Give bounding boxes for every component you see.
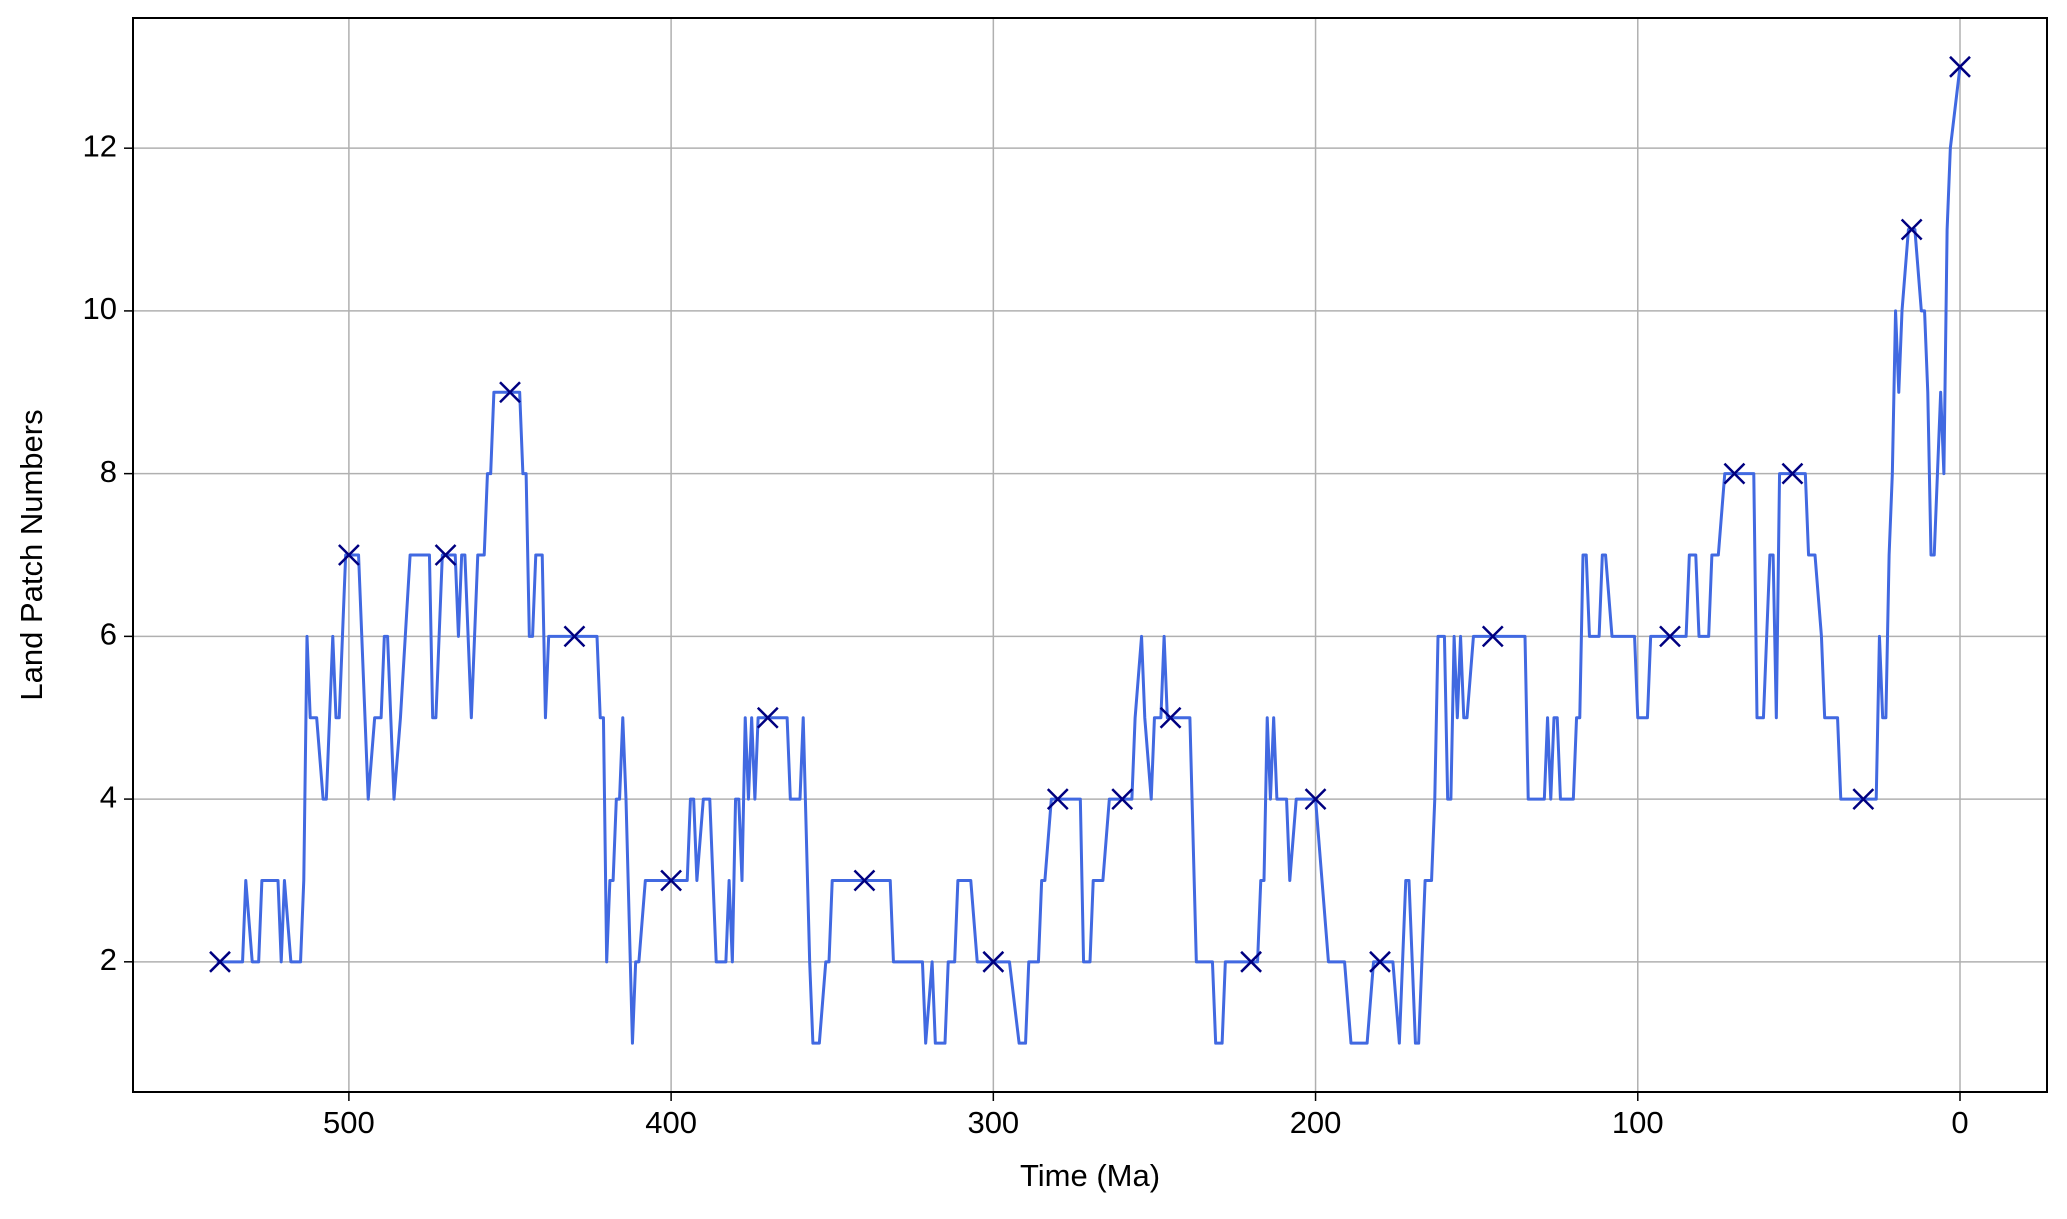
x-tick-label: 500 — [323, 1105, 375, 1140]
x-marker — [209, 950, 231, 973]
x-marker — [982, 950, 1005, 973]
y-tick-label: 12 — [83, 128, 117, 163]
x-marker — [1159, 706, 1182, 729]
x-tick-label: 300 — [967, 1105, 1019, 1140]
x-marker — [499, 381, 521, 404]
x-marker — [1111, 788, 1134, 810]
x-marker — [1659, 625, 1681, 648]
x-marker — [1369, 950, 1391, 973]
x-marker — [338, 544, 360, 566]
x-marker — [1949, 55, 1971, 78]
x-marker — [1046, 788, 1069, 810]
y-axis-label: Land Patch Numbers — [14, 409, 49, 700]
y-tick-label: 8 — [100, 454, 117, 489]
x-tick-label: 200 — [1290, 1105, 1342, 1140]
x-marker — [853, 869, 876, 892]
x-tick-label: 400 — [645, 1105, 697, 1140]
x-marker — [1900, 218, 1923, 241]
x-marker — [1240, 950, 1262, 973]
y-tick-label: 10 — [83, 291, 117, 326]
plot-frame — [132, 17, 2048, 1093]
x-tick-label: 0 — [1951, 1105, 1968, 1140]
y-tick-label: 2 — [100, 942, 117, 977]
x-marker — [1481, 625, 1504, 648]
x-marker — [1304, 788, 1327, 810]
data-line — [216, 66, 1962, 1045]
x-marker — [1723, 462, 1746, 485]
y-tick-label: 4 — [100, 779, 117, 814]
x-marker — [1852, 788, 1875, 810]
x-marker — [1781, 462, 1804, 485]
x-axis-label: Time (Ma) — [1020, 1158, 1160, 1193]
x-marker — [563, 625, 586, 648]
x-marker — [434, 544, 457, 566]
x-marker — [756, 706, 779, 729]
x-marker — [660, 869, 682, 892]
y-tick-label: 6 — [100, 617, 117, 652]
x-tick-label: 100 — [1612, 1105, 1664, 1140]
